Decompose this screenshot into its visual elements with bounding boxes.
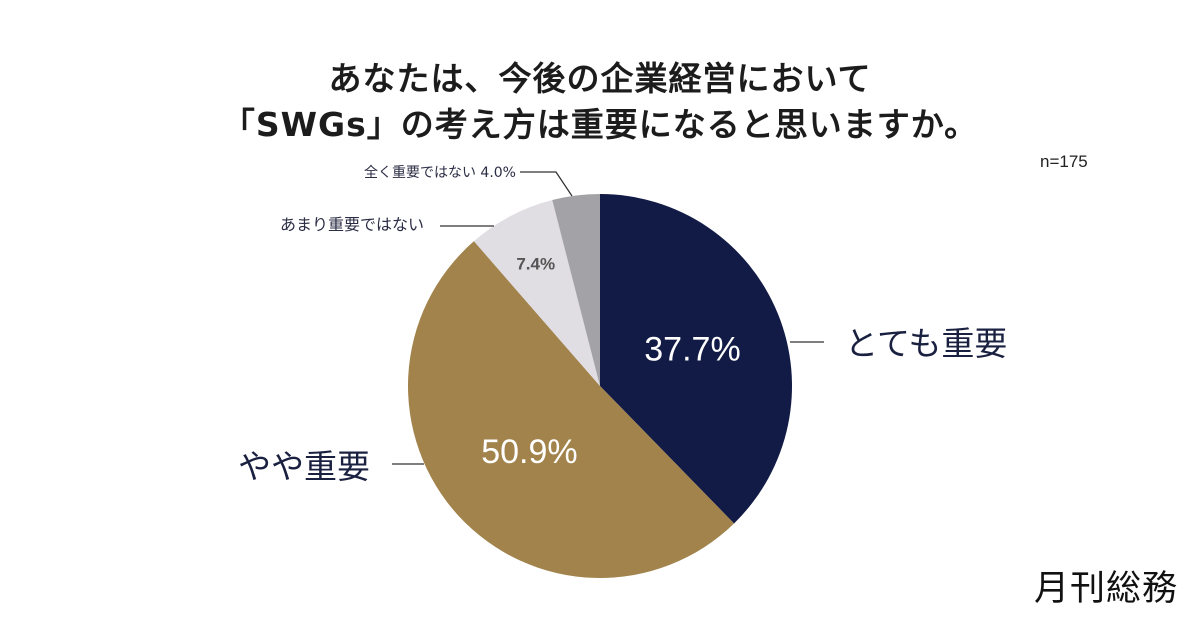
chart-title-line-1: あなたは、今後の企業経営において [328, 59, 872, 98]
slice-category-label: あまり重要ではない [280, 215, 424, 234]
slice-value-label: 7.4% [516, 255, 555, 274]
brand-logo-text: 月刊総務 [1034, 569, 1179, 609]
leader-line [520, 171, 573, 197]
slice-value-label: 37.7% [644, 330, 740, 368]
pie-slice [552, 194, 600, 386]
slice-category-label: やや重要 [238, 447, 370, 486]
slice-category-label: とても重要 [845, 324, 1007, 363]
sample-size: n=175 [1040, 152, 1088, 171]
pie-slice [600, 194, 793, 524]
pie-slice [473, 200, 600, 386]
slice-value-label: 50.9% [481, 433, 577, 471]
slice-category-label: 全く重要ではない 4.0% [364, 164, 516, 181]
chart-title-line-2: 「SWGs」の考え方は重要になると思いますか。 [221, 105, 979, 144]
pie-slice [408, 241, 735, 578]
